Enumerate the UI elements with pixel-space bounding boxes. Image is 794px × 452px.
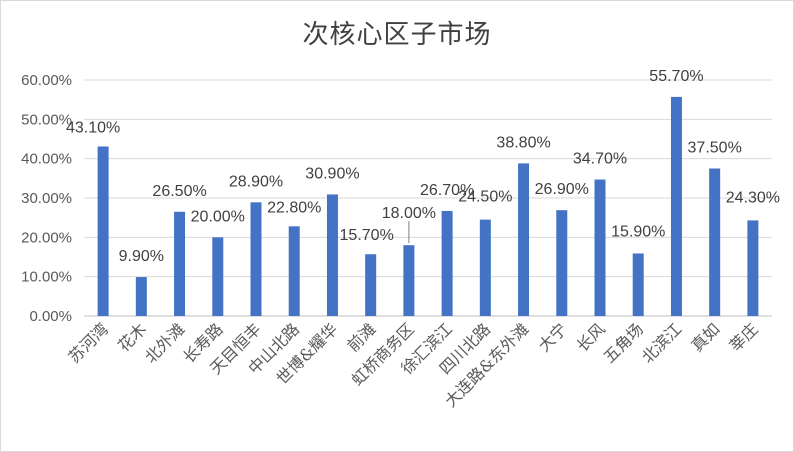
data-label: 30.90%: [305, 165, 359, 182]
data-label: 24.50%: [458, 189, 512, 206]
bar: [403, 245, 415, 316]
bar: [135, 277, 147, 316]
bar: [250, 202, 262, 316]
bar: [709, 168, 721, 316]
data-label: 9.90%: [119, 248, 164, 265]
data-label: 26.70%: [420, 182, 474, 199]
data-label: 22.80%: [267, 199, 321, 216]
bar: [326, 194, 338, 316]
y-tick-label: 20.00%: [21, 229, 72, 246]
category-label: 大宁: [535, 319, 571, 355]
bar: [556, 210, 568, 316]
category-label: 真如: [687, 319, 723, 355]
bar: [479, 219, 491, 316]
data-label: 43.10%: [66, 119, 120, 136]
data-label: 37.50%: [688, 140, 742, 157]
bar: [441, 210, 453, 316]
category-label: 苏河湾: [65, 319, 112, 366]
y-tick-label: 60.00%: [21, 72, 72, 89]
y-tick-label: 50.00%: [21, 111, 72, 128]
category-label: 五角场: [600, 319, 647, 366]
bar: [288, 226, 300, 316]
y-tick-label: 10.00%: [21, 269, 72, 286]
data-label: 15.90%: [611, 223, 665, 240]
data-label: 28.90%: [229, 173, 283, 190]
chart-title: 次核心区子市场: [302, 20, 492, 50]
bar: [670, 96, 682, 316]
y-tick-label: 40.00%: [21, 151, 72, 168]
data-label: 26.90%: [535, 181, 589, 198]
bar: [365, 254, 377, 316]
data-label: 20.00%: [191, 208, 245, 225]
bar: [97, 146, 109, 316]
data-label: 34.70%: [573, 151, 627, 168]
data-label: 26.50%: [152, 183, 206, 200]
bar: [594, 179, 606, 316]
data-label: 15.70%: [340, 227, 394, 244]
data-label: 38.80%: [496, 134, 550, 151]
data-label: 24.30%: [726, 189, 780, 206]
data-label: 55.70%: [649, 68, 703, 85]
y-tick-label: 30.00%: [21, 190, 72, 207]
category-label: 北外滩: [141, 319, 188, 366]
bar: [747, 220, 759, 316]
bar: [212, 237, 224, 316]
y-tick-label: 0.00%: [29, 308, 72, 325]
category-label: 莘庄: [726, 319, 762, 355]
bar: [518, 163, 530, 316]
data-label: 18.00%: [382, 205, 436, 222]
category-label: 北滨江: [638, 319, 685, 366]
bar: [174, 211, 186, 316]
bar: [632, 253, 644, 316]
